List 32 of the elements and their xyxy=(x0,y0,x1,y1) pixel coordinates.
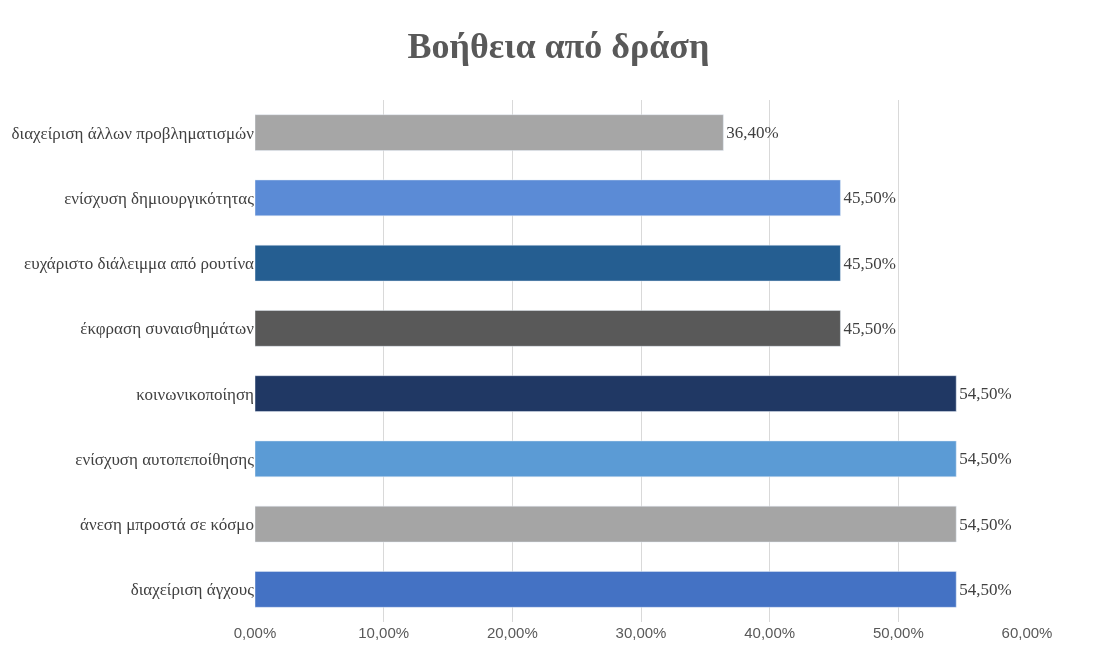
x-tick-label: 10,00% xyxy=(358,624,410,641)
bar xyxy=(255,114,724,151)
bar xyxy=(255,505,957,543)
data-label: 54,50% xyxy=(959,384,1012,404)
x-tick-label: 0,00% xyxy=(233,624,277,641)
data-label: 45,50% xyxy=(843,318,896,338)
x-tick-label: 30,00% xyxy=(615,624,667,641)
bar xyxy=(255,571,957,608)
data-label: 36,40% xyxy=(726,123,779,143)
bar xyxy=(255,244,841,282)
bar xyxy=(255,440,957,478)
y-tick-label: ενίσχυση δημιουργικότητας xyxy=(64,188,255,208)
data-label: 54,50% xyxy=(959,579,1012,599)
y-tick-label: διαχείριση άλλων προβληματισμών xyxy=(11,123,255,143)
y-tick-label: ευχάριστο διάλειμμα από ρουτίνα xyxy=(24,254,255,274)
x-tick-label: 20,00% xyxy=(486,624,538,641)
chart-title: Βοήθεια από δράση xyxy=(407,26,710,67)
y-tick-label: άνεση μπροστά σε κόσμο xyxy=(80,515,254,535)
bar xyxy=(255,310,841,347)
y-tick-label: διαχείριση άγχους xyxy=(130,580,255,600)
x-tick-label: 60,00% xyxy=(1001,624,1053,641)
x-tick-label: 40,00% xyxy=(744,624,796,641)
data-label: 54,50% xyxy=(959,514,1012,534)
data-label: 54,50% xyxy=(959,449,1012,469)
data-label: 45,50% xyxy=(843,253,896,273)
y-tick-label: κοινωνικοποίηση xyxy=(136,384,254,404)
y-tick-label: έκφραση συναισθημάτων xyxy=(80,319,255,339)
y-tick-label: ενίσχυση αυτοπεποίθησης xyxy=(75,449,255,469)
bar xyxy=(255,179,841,217)
data-label: 45,50% xyxy=(843,188,896,208)
x-tick-label: 50,00% xyxy=(872,624,924,641)
bar xyxy=(255,375,957,412)
